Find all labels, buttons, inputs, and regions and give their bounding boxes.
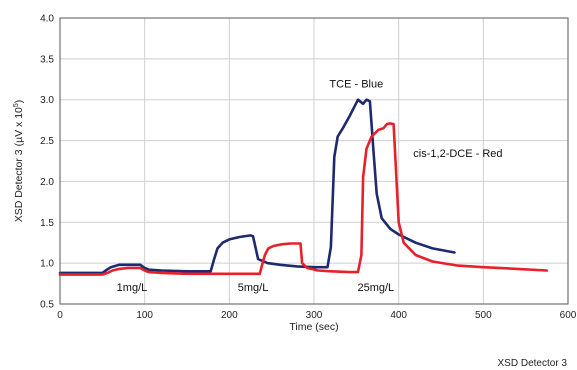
- y-axis-label-main: XSD Detector 3 (µV x 10: [13, 107, 25, 222]
- series-line-blue: [58, 98, 456, 275]
- y-tick-label: 1.5: [40, 218, 54, 229]
- y-tick-labels: 0.5 1.0 1.5 2.0 2.5 3.0 3.5 4.0: [40, 14, 54, 311]
- x-tick-label: 400: [390, 310, 407, 321]
- y-tick-label: 3.0: [40, 95, 54, 106]
- annotation-dce: cis-1,2-DCE - Red: [413, 148, 502, 160]
- y-tick-label: 0.5: [40, 300, 54, 311]
- x-tick-labels: 0 100 200 300 400 500 600: [57, 310, 577, 321]
- x-tick-label: 100: [136, 310, 153, 321]
- y-axis-label: XSD Detector 3 (µV x 105): [13, 100, 25, 223]
- y-axis-label-close: ): [13, 100, 25, 104]
- gridlines: [60, 18, 568, 304]
- y-tick-label: 2.5: [40, 136, 54, 147]
- series-lines: [58, 98, 549, 276]
- x-tick-label: 0: [57, 310, 63, 321]
- x-tick-label: 200: [221, 310, 238, 321]
- y-tick-label: 4.0: [40, 14, 54, 25]
- annotation-1mg: 1mg/L: [117, 282, 148, 294]
- annotation-5mg: 5mg/L: [238, 282, 269, 294]
- x-tick-label: 600: [560, 310, 577, 321]
- y-tick-label: 1.0: [40, 259, 54, 270]
- plot-frame: [59, 17, 569, 305]
- y-tick-label: 3.5: [40, 54, 54, 65]
- series-line-red: [58, 122, 549, 276]
- annotation-tce: TCE - Blue: [329, 78, 383, 90]
- y-axis-label-exponent: 5: [13, 103, 20, 107]
- annotations: TCE - Blue cis-1,2-DCE - Red 1mg/L 5mg/L…: [117, 78, 503, 293]
- x-tick-label: 300: [306, 310, 323, 321]
- x-axis-label: Time (sec): [289, 321, 338, 333]
- y-tick-label: 2.0: [40, 177, 54, 188]
- footer-caption: XSD Detector 3: [498, 358, 568, 369]
- annotation-25mg: 25mg/L: [357, 282, 394, 294]
- x-tick-label: 500: [475, 310, 492, 321]
